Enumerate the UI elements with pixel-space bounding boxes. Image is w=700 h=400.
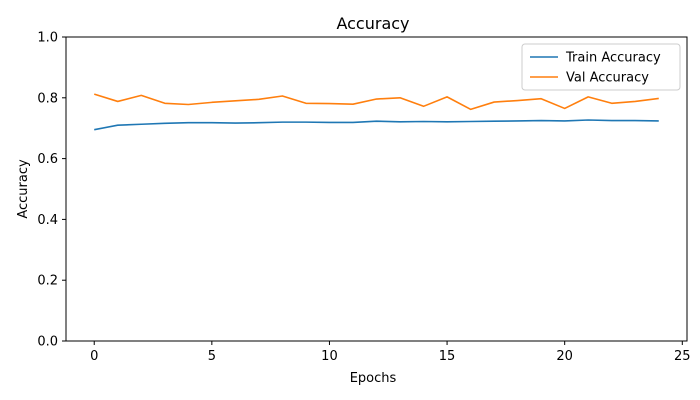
y-tick-label: 0.8	[37, 91, 58, 106]
x-tick-label: 25	[674, 349, 691, 364]
y-tick-label: 1.0	[37, 31, 58, 46]
chart-title: Accuracy	[336, 14, 409, 33]
y-tick-label: 0.2	[37, 274, 58, 289]
x-tick-label: 15	[439, 349, 456, 364]
plot-area: 0 5 10 15 20 25 0.0 0.2 0.4 0.6 0.8 1.0	[37, 31, 690, 365]
x-tick-label: 0	[90, 349, 98, 364]
legend-label: Train Accuracy	[565, 51, 661, 66]
legend: Train Accuracy Val Accuracy	[521, 43, 681, 91]
x-tick-label: 20	[556, 349, 573, 364]
y-axis-label: Accuracy	[16, 159, 31, 219]
x-tick-label: 5	[208, 349, 216, 364]
x-axis-label: Epochs	[350, 371, 397, 386]
legend-box	[521, 43, 681, 91]
y-tick-label: 0.4	[37, 213, 58, 228]
y-tick-label: 0.0	[37, 335, 58, 350]
axes-frame	[65, 36, 688, 342]
series-line-train-accuracy	[94, 119, 659, 131]
legend-label: Val Accuracy	[566, 71, 649, 86]
x-tick-label: 10	[321, 349, 338, 364]
y-tick-label: 0.6	[37, 152, 58, 167]
series-line-val-accuracy	[93, 93, 659, 111]
